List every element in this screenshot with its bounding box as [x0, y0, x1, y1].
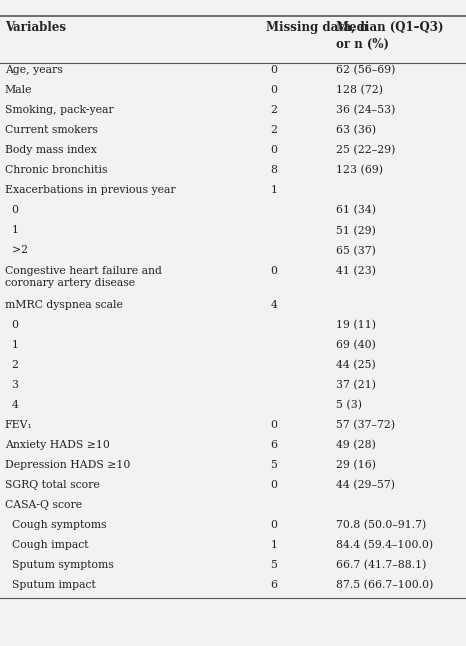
Text: 65 (37): 65 (37)	[336, 245, 376, 256]
Text: 36 (24–53): 36 (24–53)	[336, 105, 395, 116]
Text: Smoking, pack-year: Smoking, pack-year	[5, 105, 113, 115]
Text: 4: 4	[5, 400, 19, 410]
Text: 1: 1	[270, 540, 277, 550]
Text: 51 (29): 51 (29)	[336, 225, 376, 236]
Text: 2: 2	[270, 105, 277, 115]
Text: 0: 0	[270, 266, 277, 275]
Text: 5: 5	[270, 460, 277, 470]
Text: 41 (23): 41 (23)	[336, 266, 376, 276]
Text: 2: 2	[270, 125, 277, 135]
Text: Cough impact: Cough impact	[5, 540, 88, 550]
Text: CASA-Q score: CASA-Q score	[5, 500, 82, 510]
Text: Anxiety HADS ≥10: Anxiety HADS ≥10	[5, 440, 110, 450]
Text: 0: 0	[270, 420, 277, 430]
Text: 4: 4	[270, 300, 277, 309]
Text: 123 (69): 123 (69)	[336, 165, 383, 176]
Text: Body mass index: Body mass index	[5, 145, 96, 155]
Text: 62 (56–69): 62 (56–69)	[336, 65, 395, 76]
Text: 61 (34): 61 (34)	[336, 205, 376, 216]
Text: Sputum impact: Sputum impact	[5, 580, 96, 590]
Text: SGRQ total score: SGRQ total score	[5, 480, 99, 490]
Text: >2: >2	[5, 245, 28, 255]
Text: 5 (3): 5 (3)	[336, 400, 362, 410]
Text: Missing data, n: Missing data, n	[266, 21, 368, 34]
Text: mMRC dyspnea scale: mMRC dyspnea scale	[5, 300, 123, 309]
Text: 63 (36): 63 (36)	[336, 125, 376, 136]
Text: Sputum symptoms: Sputum symptoms	[5, 560, 113, 570]
Text: Exacerbations in previous year: Exacerbations in previous year	[5, 185, 175, 195]
Text: Depression HADS ≥10: Depression HADS ≥10	[5, 460, 130, 470]
Text: 0: 0	[5, 320, 19, 329]
Text: Age, years: Age, years	[5, 65, 62, 75]
Text: 1: 1	[5, 340, 19, 349]
Text: 70.8 (50.0–91.7): 70.8 (50.0–91.7)	[336, 520, 426, 530]
Text: Current smokers: Current smokers	[5, 125, 97, 135]
Text: 84.4 (59.4–100.0): 84.4 (59.4–100.0)	[336, 540, 432, 550]
Text: 25 (22–29): 25 (22–29)	[336, 145, 395, 156]
Text: 128 (72): 128 (72)	[336, 85, 383, 96]
Text: 0: 0	[270, 145, 277, 155]
Text: 0: 0	[270, 480, 277, 490]
Text: Variables: Variables	[5, 21, 66, 34]
Text: 6: 6	[270, 580, 277, 590]
Text: 0: 0	[270, 85, 277, 95]
Text: Congestive heart failure and
coronary artery disease: Congestive heart failure and coronary ar…	[5, 266, 162, 288]
Text: 69 (40): 69 (40)	[336, 340, 376, 350]
Text: 1: 1	[5, 225, 19, 235]
Text: Cough symptoms: Cough symptoms	[5, 520, 106, 530]
Text: FEV₁: FEV₁	[5, 420, 33, 430]
Text: 6: 6	[270, 440, 277, 450]
Text: 66.7 (41.7–88.1): 66.7 (41.7–88.1)	[336, 560, 426, 570]
Text: 19 (11): 19 (11)	[336, 320, 376, 330]
Text: 8: 8	[270, 165, 277, 175]
Text: 44 (29–57): 44 (29–57)	[336, 480, 395, 490]
Text: 0: 0	[270, 520, 277, 530]
Text: Male: Male	[5, 85, 32, 95]
Text: 3: 3	[5, 380, 19, 390]
Text: 0: 0	[270, 65, 277, 75]
Text: 44 (25): 44 (25)	[336, 360, 375, 370]
Text: 29 (16): 29 (16)	[336, 460, 376, 470]
Text: 37 (21): 37 (21)	[336, 380, 376, 390]
Text: 1: 1	[270, 185, 277, 195]
Text: 2: 2	[5, 360, 19, 370]
Text: 5: 5	[270, 560, 277, 570]
Text: 49 (28): 49 (28)	[336, 440, 376, 450]
Text: Median (Q1–Q3)
or n (%): Median (Q1–Q3) or n (%)	[336, 21, 443, 51]
Text: 87.5 (66.7–100.0): 87.5 (66.7–100.0)	[336, 580, 433, 590]
Text: Chronic bronchitis: Chronic bronchitis	[5, 165, 107, 175]
Text: 0: 0	[5, 205, 19, 215]
Text: 57 (37–72): 57 (37–72)	[336, 420, 395, 430]
